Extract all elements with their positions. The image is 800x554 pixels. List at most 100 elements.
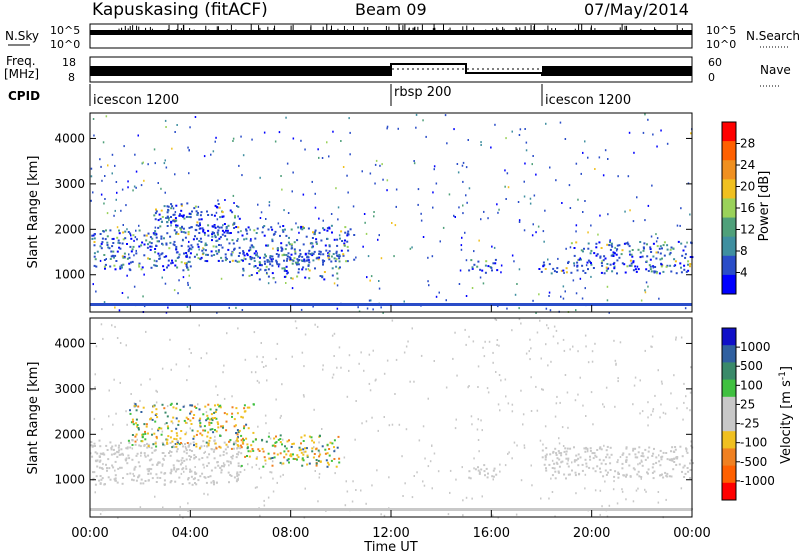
noise-cell: [438, 291, 440, 294]
data-cell: [253, 265, 256, 268]
data-cell: [143, 234, 146, 237]
noise-cell: [552, 335, 555, 338]
noise-cell: [492, 514, 494, 517]
noise-cell: [540, 497, 542, 500]
noise-cell: [337, 218, 339, 221]
data-cell: [635, 270, 638, 273]
noise-cell: [162, 243, 164, 246]
data-cell: [560, 454, 563, 457]
noise-cell: [637, 487, 639, 490]
iono-cell: [246, 406, 249, 409]
data-cell: [177, 468, 180, 471]
noise-cell: [92, 118, 95, 120]
noise-cell: [462, 499, 464, 502]
noise-cell: [345, 480, 347, 483]
velocity-data: [90, 318, 694, 519]
noise-cell: [363, 369, 365, 372]
iono-cell: [136, 424, 139, 426]
iono-cell: [155, 435, 158, 438]
iono-cell: [274, 445, 277, 448]
data-cell: [154, 230, 157, 233]
data-cell: [346, 240, 349, 243]
data-cell: [541, 456, 544, 459]
noise-cell: [368, 299, 371, 302]
data-cell: [117, 451, 120, 454]
noise-cell: [111, 324, 113, 327]
data-cell: [111, 238, 114, 240]
data-cell: [201, 472, 204, 475]
data-cell: [548, 263, 551, 266]
noise-cell: [263, 504, 266, 507]
noise-cell: [279, 475, 282, 478]
noise-cell: [464, 328, 466, 331]
data-cell: [105, 444, 108, 447]
noise-cell: [413, 475, 415, 477]
data-cell: [675, 463, 678, 466]
data-cell: [338, 257, 341, 260]
noise-cell: [375, 159, 378, 162]
data-cell: [664, 471, 667, 474]
iono-cell: [250, 444, 253, 447]
noise-cell: [652, 408, 655, 411]
data-cell: [166, 221, 169, 224]
nsky-label: N.Sky: [5, 29, 39, 43]
noise-cell: [253, 331, 256, 334]
data-cell: [671, 458, 673, 461]
colorbar-tick-label: 24: [740, 158, 755, 172]
data-cell: [332, 253, 335, 255]
iono-cell: [265, 440, 268, 443]
noise-cell: [422, 119, 424, 122]
noise-cell: [587, 361, 590, 364]
data-cell: [279, 234, 281, 237]
noise-cell: [260, 342, 262, 344]
data-cell: [235, 456, 238, 459]
noise-cell: [103, 202, 105, 205]
data-cell: [113, 453, 116, 456]
data-cell: [654, 266, 657, 268]
iono-cell: [222, 426, 224, 429]
data-cell: [146, 446, 149, 449]
iono-cell: [242, 442, 245, 445]
iono-cell: [273, 452, 276, 455]
data-cell: [669, 248, 672, 251]
noise-cell: [420, 354, 423, 357]
iono-cell: [216, 403, 219, 406]
data-cell: [184, 236, 187, 239]
nsky-spikes: [118, 24, 683, 30]
noise-cell: [528, 350, 530, 353]
data-cell: [166, 266, 168, 269]
data-cell: [592, 267, 595, 269]
noise-cell: [240, 230, 242, 233]
data-cell: [190, 244, 193, 247]
data-cell: [113, 478, 116, 481]
iono-cell: [191, 404, 193, 407]
data-cell: [242, 250, 245, 253]
data-cell: [336, 277, 339, 280]
noise-cell: [524, 162, 526, 165]
data-cell: [133, 474, 136, 477]
data-cell: [609, 241, 611, 244]
data-cell: [174, 217, 177, 220]
iono-cell: [336, 446, 339, 449]
noise-cell: [355, 400, 357, 402]
colorbar-segment: [722, 217, 736, 238]
noise-cell: [182, 238, 184, 241]
noise-cell: [368, 353, 371, 356]
data-cell: [179, 227, 182, 230]
data-cell: [175, 204, 178, 207]
data-cell: [545, 469, 548, 472]
noise-cell: [529, 202, 532, 205]
noise-cell: [547, 327, 550, 330]
iono-cell: [154, 442, 157, 445]
data-cell: [114, 444, 117, 447]
data-cell: [587, 268, 589, 271]
data-cell: [227, 460, 230, 463]
noise-cell: [99, 158, 101, 161]
noise-cell: [676, 224, 679, 227]
data-cell: [617, 471, 620, 474]
iono-cell: [145, 423, 148, 426]
nsky-tick-bottom: 10^0: [50, 38, 80, 51]
noise-cell: [188, 348, 191, 351]
noise-cell: [237, 215, 239, 218]
noise-cell: [290, 277, 292, 280]
